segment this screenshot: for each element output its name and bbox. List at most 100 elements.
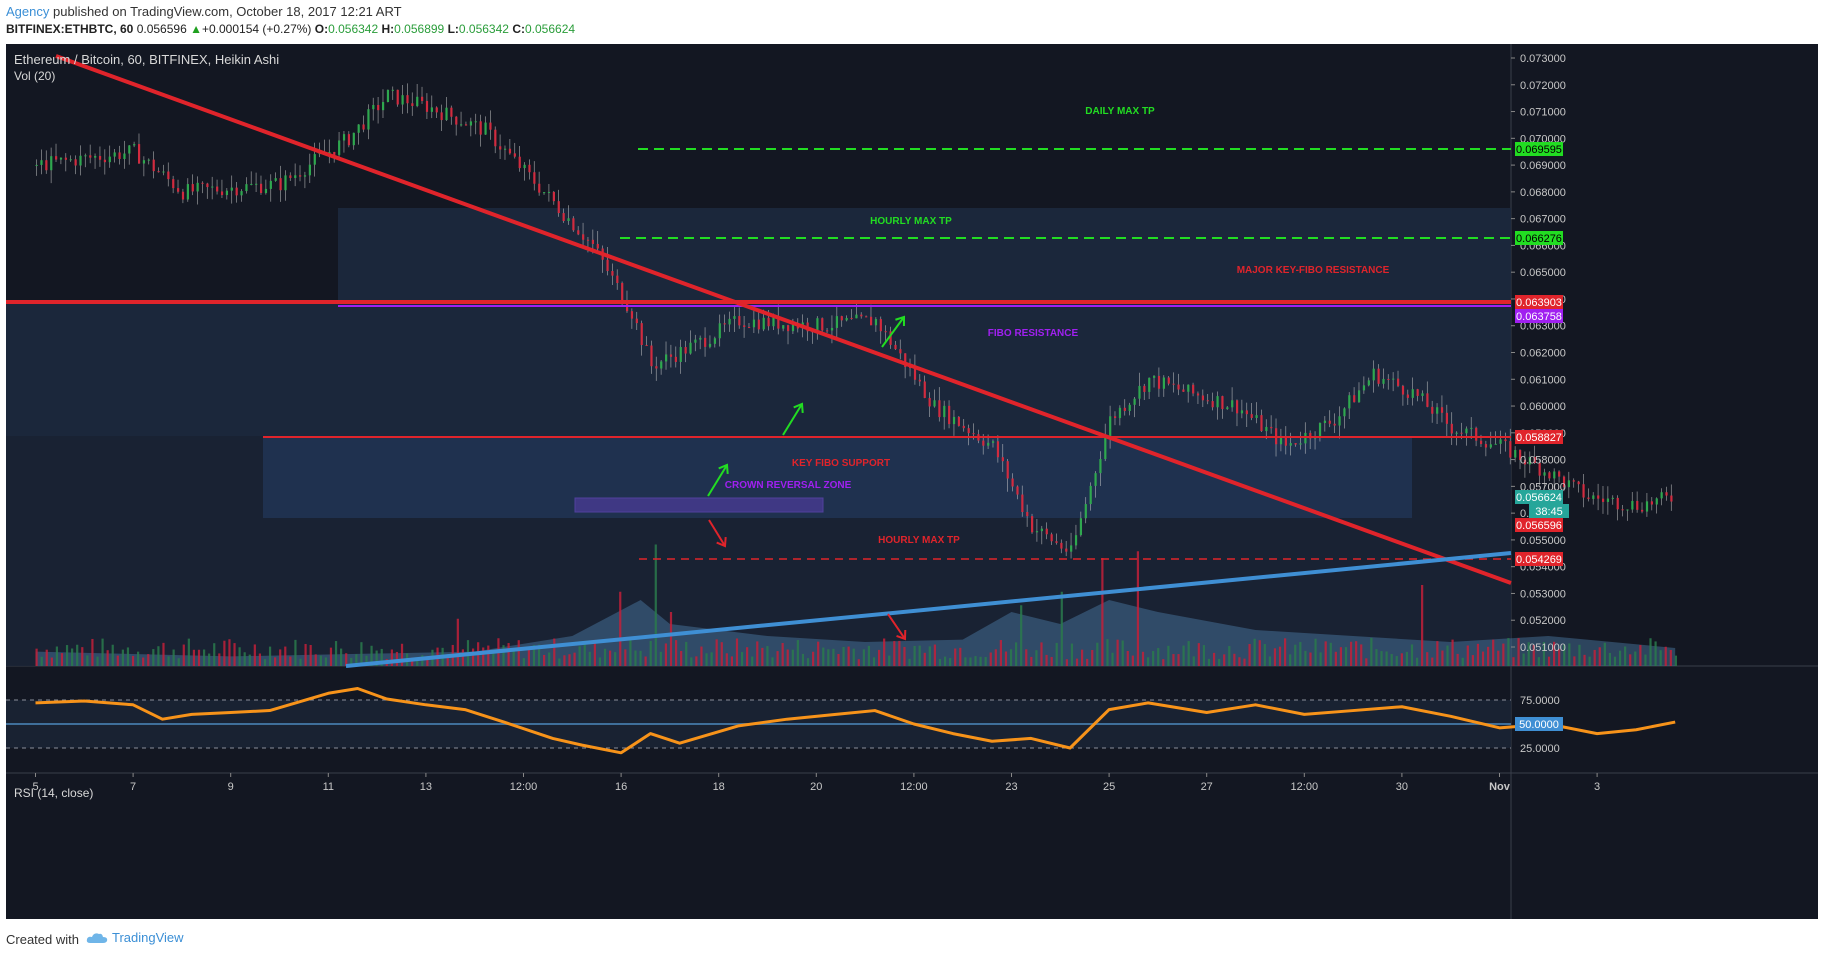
volume-bar [614,652,617,666]
volume-bar [806,658,810,666]
candle-body [362,124,365,130]
candle-body [191,184,194,192]
annotation-label: HOURLY MAX TP [870,216,952,227]
volume-bar [426,658,429,666]
volume-bar [1385,651,1388,666]
tradingview-link[interactable]: TradingView [86,930,184,945]
candle-body [98,155,102,160]
volume-bar [1446,645,1449,666]
candle-body [1304,432,1307,444]
volume-bar [1415,657,1419,666]
candle-body [196,182,199,192]
volume-bar [862,649,865,666]
crown-reversal-zone [574,497,824,513]
volume-bar [487,645,490,666]
volume-bar [380,648,383,666]
candle-body [313,154,316,165]
candle-body [118,152,121,159]
candle-body [816,318,819,333]
author-link[interactable]: Agency [6,4,50,19]
candle-body [50,156,53,171]
candle-body [108,156,111,163]
candle-body [1572,480,1575,482]
volume-bar [1167,645,1170,666]
volume-bar [304,643,307,666]
price-level-badge [1515,231,1563,245]
volume-bar [974,656,977,666]
volume-bar [137,651,140,666]
volume-bar [1040,642,1043,666]
volume-bar [1273,648,1277,666]
volume-bar [1375,649,1378,666]
volume-bar [182,644,185,666]
volume-bar [1537,657,1540,666]
volume-bar [284,646,287,666]
candle-body [1040,528,1043,532]
volume-bar [751,656,754,666]
candle-body [894,344,897,350]
candle-body [952,416,956,425]
candle-body [928,397,931,407]
volume-bar [761,647,764,666]
up-arrow-icon-head [793,402,804,414]
created-with-text: Created with [6,932,79,947]
candle-body [996,441,1000,458]
candle-body [933,400,936,407]
volume-bar [1649,638,1652,666]
candle-body [440,112,443,121]
price-tick-label: 0.052000 [1520,615,1566,627]
volume-bar [411,657,414,666]
volume-bar [45,649,48,666]
candle-body [142,160,146,164]
candle-body [250,183,253,185]
chart-title: Ethereum / Bitcoin, 60, BITFINEX, Heikin… [14,52,280,67]
volume-bar [167,656,170,666]
candle-body [1201,395,1205,401]
volume-bar [857,659,860,666]
volume-bar [40,656,43,666]
candle-body [1631,500,1634,510]
price-tick-label: 0.062000 [1520,348,1566,360]
volume-bar [1634,651,1637,666]
price-chart[interactable]: DAILY MAX TP HOURLY MAX TP MAJOR KEY-FIBO … [6,44,1818,919]
volume-bar [1461,657,1464,666]
volume-bar [1654,641,1657,666]
candle-body [1650,501,1653,505]
volume-bar [1035,650,1038,666]
candle-body [1670,495,1673,502]
time-tick-label: 12:00 [1291,781,1319,793]
candle-body [1499,439,1502,444]
candle-body [69,159,72,161]
candle-body [386,89,390,103]
candle-body [718,323,721,339]
candle-body [1343,408,1346,417]
price-tick-label: 0.073000 [1520,53,1566,65]
chart-area[interactable]: DAILY MAX TP HOURLY MAX TP MAJOR KEY-FIBO … [6,44,1818,919]
candle-body [1450,423,1453,434]
candle-body [45,160,48,171]
volume-bar [1421,585,1424,666]
price-tick-label: 0.067000 [1520,214,1566,226]
candle-body [347,134,351,146]
ascending-trendline [345,551,1512,668]
footer: Created with TradingView [0,920,1824,956]
descending-trendline [55,54,1512,585]
candle-body [1221,396,1224,410]
volume-bar [1532,644,1535,666]
volume-bar [213,643,216,666]
candle-body [611,271,614,276]
candle-body [499,146,502,150]
candle-body [1553,471,1556,479]
candle-body [333,151,336,155]
candle-body [918,379,921,382]
volume-bar [1233,653,1236,666]
volume-bar [979,656,982,666]
time-tick-label: 12:00 [900,781,928,793]
volume-bar [548,652,551,666]
candle-body [621,282,624,303]
candle-body [1665,492,1668,496]
candle-body [1353,395,1356,403]
candle-body [1636,500,1639,510]
volume-bar [71,648,74,666]
candle-body [294,175,297,178]
